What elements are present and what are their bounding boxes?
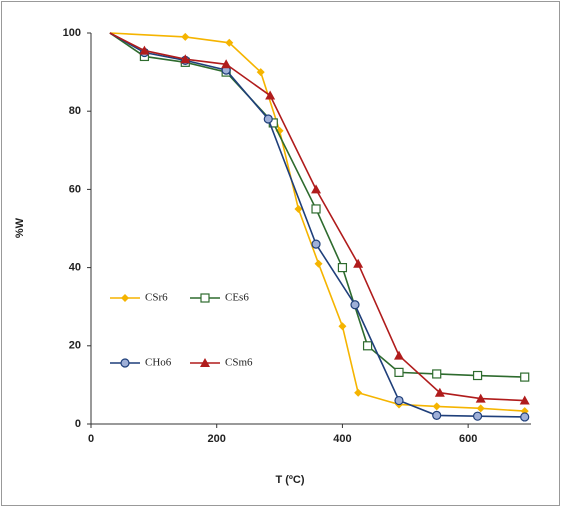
marker bbox=[354, 388, 363, 397]
x-tick-label: 0 bbox=[88, 433, 94, 445]
legend-label: CEs6 bbox=[225, 292, 249, 304]
y-axis-label: %W bbox=[14, 217, 26, 238]
marker bbox=[432, 369, 442, 379]
legend-label: CHo6 bbox=[145, 357, 172, 369]
marker bbox=[475, 393, 486, 403]
marker bbox=[311, 204, 321, 214]
x-tick-label: 200 bbox=[208, 433, 226, 445]
marker bbox=[394, 395, 404, 406]
y-tick-label: 80 bbox=[69, 105, 81, 117]
y-tick-label: 100 bbox=[63, 27, 81, 39]
marker bbox=[120, 358, 130, 368]
marker bbox=[121, 294, 129, 302]
y-tick-label: 60 bbox=[69, 183, 81, 195]
marker bbox=[181, 32, 190, 41]
marker bbox=[434, 387, 445, 397]
marker bbox=[225, 38, 234, 47]
marker bbox=[338, 322, 347, 331]
marker bbox=[311, 184, 322, 194]
marker bbox=[256, 68, 265, 77]
marker bbox=[350, 300, 360, 310]
marker bbox=[432, 402, 441, 411]
marker bbox=[353, 258, 364, 268]
marker bbox=[180, 54, 191, 64]
marker bbox=[314, 259, 323, 268]
marker bbox=[520, 412, 530, 422]
marker bbox=[519, 395, 530, 405]
y-tick-label: 40 bbox=[69, 262, 81, 274]
marker bbox=[139, 45, 150, 55]
marker bbox=[472, 411, 483, 421]
marker bbox=[200, 358, 210, 367]
marker bbox=[472, 370, 483, 381]
marker bbox=[200, 293, 210, 303]
marker bbox=[337, 263, 348, 273]
marker bbox=[432, 410, 442, 420]
marker bbox=[394, 367, 404, 377]
marker bbox=[294, 204, 303, 213]
marker bbox=[311, 239, 321, 249]
marker bbox=[476, 404, 485, 413]
legend-label: CSm6 bbox=[225, 357, 253, 369]
y-tick-label: 20 bbox=[69, 340, 81, 352]
legend-label: CSr6 bbox=[145, 292, 168, 304]
x-axis-label: T (ºC) bbox=[275, 474, 304, 486]
marker bbox=[520, 372, 530, 382]
x-tick-label: 400 bbox=[333, 433, 351, 445]
marker bbox=[362, 341, 373, 351]
marker bbox=[263, 114, 273, 124]
y-tick-label: 0 bbox=[75, 418, 81, 430]
marker bbox=[265, 90, 276, 100]
series-line bbox=[109, 32, 525, 378]
marker bbox=[221, 59, 232, 69]
marker bbox=[394, 350, 404, 360]
x-tick-label: 600 bbox=[459, 433, 477, 445]
